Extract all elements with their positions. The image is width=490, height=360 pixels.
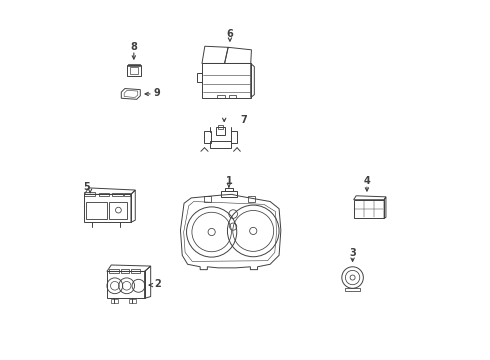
Text: 2: 2	[154, 279, 161, 289]
Text: 9: 9	[154, 88, 161, 98]
Bar	[216, 127, 225, 135]
Text: 5: 5	[83, 182, 90, 192]
Text: 3: 3	[349, 248, 356, 258]
Bar	[231, 131, 237, 143]
Text: 7: 7	[241, 115, 247, 125]
Bar	[197, 73, 202, 82]
Bar	[122, 269, 129, 273]
Bar	[247, 196, 255, 202]
Bar	[131, 269, 140, 273]
Bar	[344, 288, 361, 291]
Bar	[109, 269, 119, 273]
Text: 6: 6	[226, 29, 233, 39]
Bar	[129, 67, 138, 74]
Bar	[224, 188, 233, 192]
Bar	[202, 63, 251, 98]
Bar	[204, 196, 211, 202]
Text: 8: 8	[130, 42, 137, 52]
Bar	[128, 64, 140, 66]
Text: 4: 4	[364, 176, 370, 186]
Bar	[107, 271, 145, 298]
Bar	[124, 193, 130, 196]
Bar	[354, 200, 384, 219]
Bar	[112, 193, 123, 196]
Text: 1: 1	[225, 176, 232, 186]
Bar	[109, 202, 127, 219]
Bar	[221, 191, 237, 197]
Bar	[84, 192, 95, 196]
Bar	[126, 64, 141, 76]
Bar	[111, 300, 118, 303]
Bar	[210, 140, 231, 148]
Bar	[204, 131, 211, 143]
Bar	[218, 126, 223, 129]
Bar	[218, 95, 224, 98]
Bar	[86, 202, 107, 219]
Bar	[129, 300, 136, 303]
Bar	[98, 193, 109, 196]
Bar	[84, 194, 131, 222]
Bar	[229, 95, 236, 98]
